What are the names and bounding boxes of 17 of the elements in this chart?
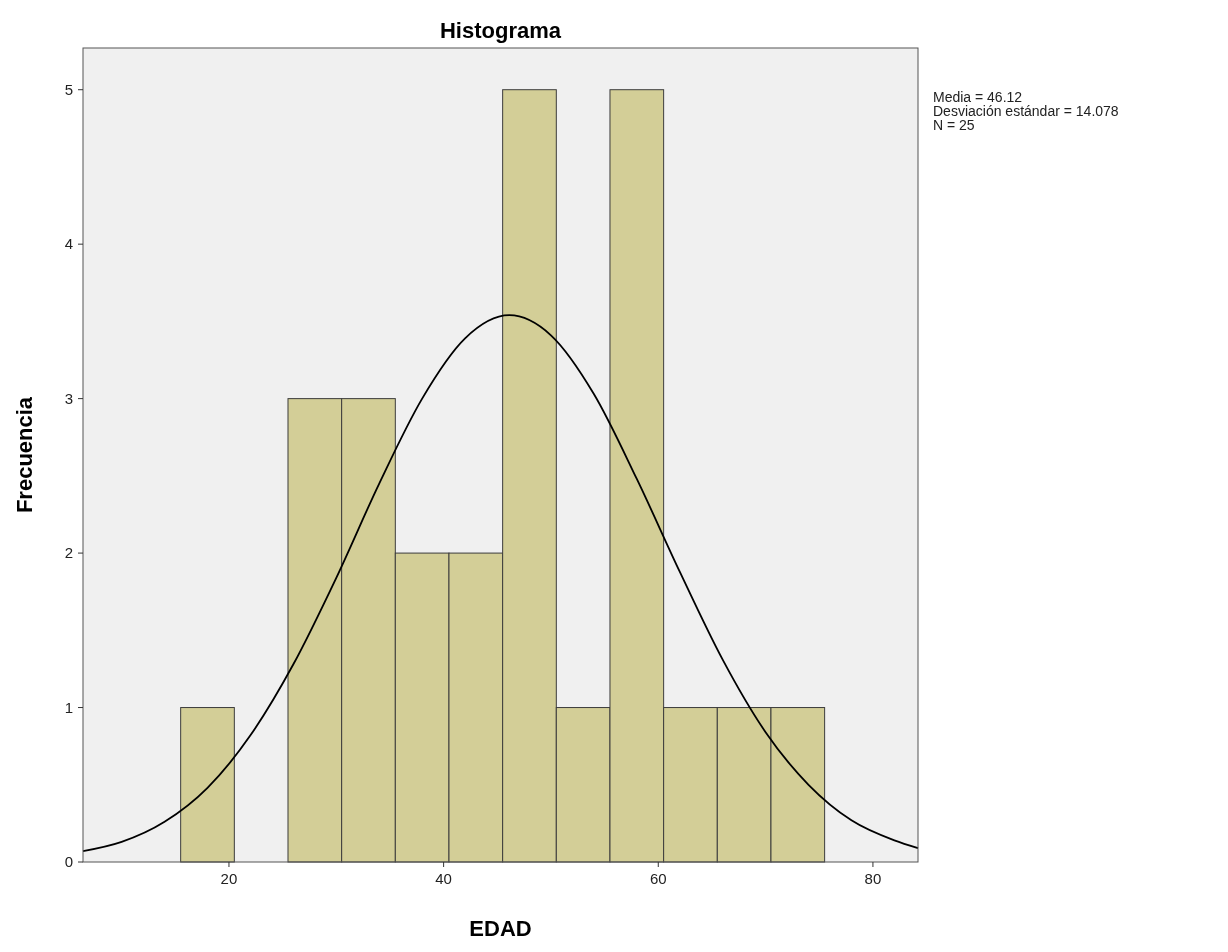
text: N = 25 bbox=[933, 117, 975, 133]
y-tick-label: 4 bbox=[64, 235, 73, 253]
line-series bbox=[82, 314, 919, 853]
chart-title: Histograma bbox=[439, 18, 562, 43]
x-axis-title: EDAD bbox=[469, 916, 532, 941]
y-tick-label: 0 bbox=[64, 853, 73, 870]
y-tick-label: 3 bbox=[64, 389, 73, 407]
text: Media = 46.12 bbox=[933, 89, 1023, 105]
x-tick-label: 60 bbox=[649, 870, 667, 887]
y-tick-label: 1 bbox=[64, 698, 73, 716]
text: Desviación estándar = 14.078 bbox=[933, 103, 1119, 119]
x-tick-label: 20 bbox=[220, 870, 238, 887]
y-axis-title: Frecuencia bbox=[12, 396, 37, 514]
x-tick-label: 80 bbox=[864, 870, 882, 887]
y-tick-label: 2 bbox=[64, 544, 73, 562]
y-tick-label: 5 bbox=[64, 80, 73, 98]
x-tick-label: 40 bbox=[435, 870, 452, 887]
